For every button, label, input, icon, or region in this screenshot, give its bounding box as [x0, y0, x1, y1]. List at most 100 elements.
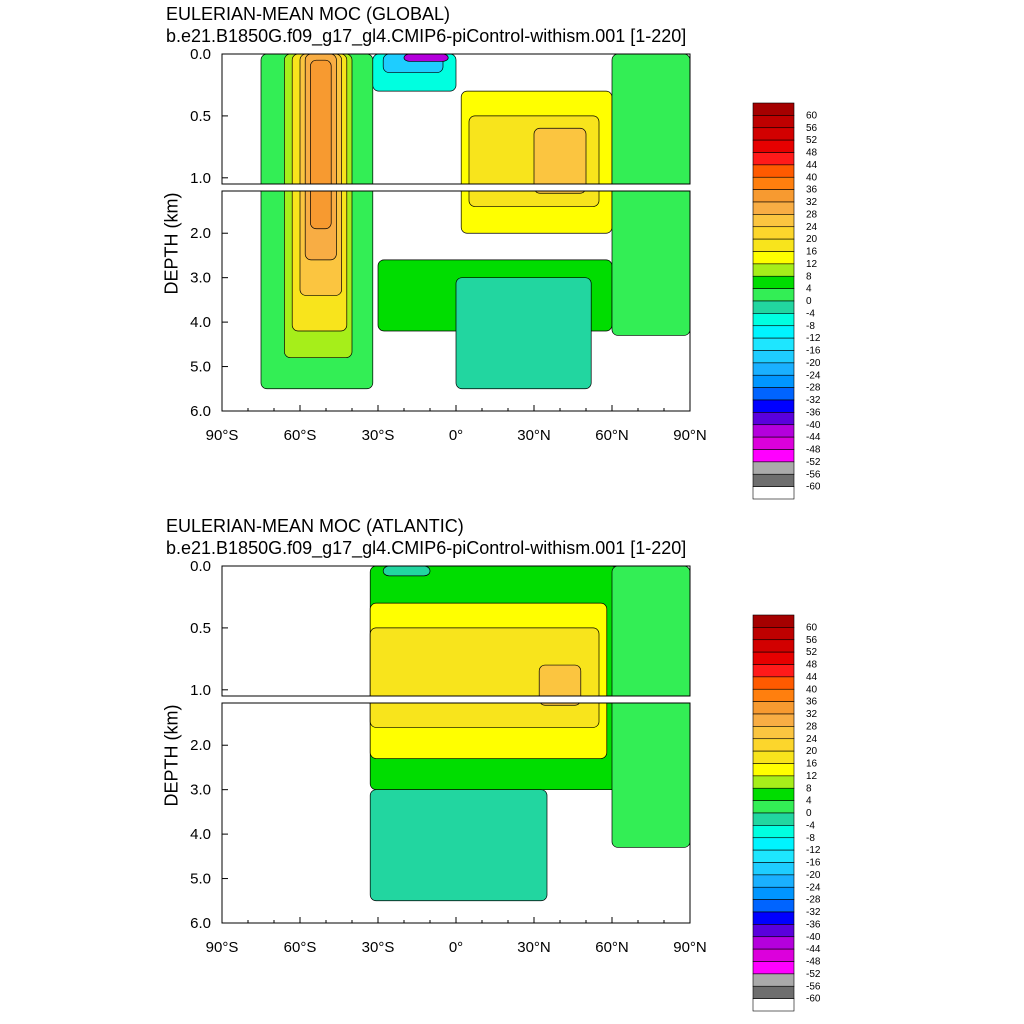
global-colorbar-swatch — [752, 473, 795, 487]
global-colorbar-label: -28 — [806, 383, 821, 394]
atlantic-colorbar-swatch — [752, 639, 795, 653]
global-colorbar-swatch — [752, 313, 795, 327]
atlantic-colorbar-label: 36 — [806, 697, 818, 708]
global-colorbar-label: -60 — [806, 482, 821, 493]
global-title: EULERIAN-MEAN MOC (GLOBAL) — [166, 4, 451, 24]
atlantic-y-tick-label: 1.0 — [190, 682, 211, 699]
global-colorbar-label: 32 — [806, 197, 818, 208]
atlantic-moc-region-3-t — [538, 664, 582, 696]
global-colorbar-label: -12 — [806, 333, 821, 344]
global-x-tick-label: 90°S — [206, 427, 239, 444]
global-colorbar-label: 16 — [806, 247, 818, 258]
atlantic-colorbar-label: -28 — [806, 895, 821, 906]
global-moc-region-13-b — [455, 277, 592, 390]
global-colorbar-label: -40 — [806, 420, 821, 431]
global-colorbar-label: 20 — [806, 234, 818, 245]
global-colorbar-label: -36 — [806, 407, 821, 418]
atlantic-colorbar-swatch — [752, 924, 795, 938]
atlantic-colorbar-label: 40 — [806, 684, 818, 695]
atlantic-moc-region-5-b — [369, 789, 548, 902]
global-x-tick-label: 60°N — [595, 427, 629, 444]
atlantic-colorbar-swatch — [752, 627, 795, 641]
atlantic-colorbar-swatch — [752, 911, 795, 925]
global-colorbar-label: 60 — [806, 110, 818, 121]
global-y-tick-label: 6.0 — [190, 403, 211, 420]
global-colorbar-label: -56 — [806, 469, 821, 480]
global-colorbar-label: 56 — [806, 123, 818, 134]
global-colorbar-label: -32 — [806, 395, 821, 406]
global-x-tick-label: 60°S — [284, 427, 317, 444]
global-colorbar-label: 8 — [806, 271, 812, 282]
atlantic-moc-region-4-t — [382, 566, 431, 577]
global-colorbar-swatch — [752, 127, 795, 141]
global-x-tick-label: 0° — [449, 427, 463, 444]
global-moc-region-11-t — [533, 127, 587, 184]
atlantic-colorbar-swatch — [752, 676, 795, 690]
global-colorbar-swatch — [752, 387, 795, 401]
atlantic-x-tick-label: 0° — [449, 939, 463, 956]
atlantic-colorbar-label: -44 — [806, 944, 821, 955]
atlantic-subtitle: b.e21.B1850G.f09_g17_gl4.CMIP6-piControl… — [166, 538, 687, 558]
global-colorbar-label: -44 — [806, 432, 821, 443]
atlantic-colorbar-label: -32 — [806, 907, 821, 918]
atlantic-colorbar-swatch — [752, 862, 795, 876]
global-colorbar-label: -8 — [806, 321, 815, 332]
global-colorbar-swatch — [752, 251, 795, 265]
atlantic-colorbar-swatch — [752, 800, 795, 814]
atlantic-colorbar-label: 16 — [806, 759, 818, 770]
atlantic-moc-region-6-b — [611, 703, 690, 848]
atlantic-colorbar-swatch — [752, 998, 795, 1012]
global-colorbar-label: 36 — [806, 185, 818, 196]
atlantic-colorbar-label: 60 — [806, 622, 818, 633]
atlantic-colorbar-swatch — [752, 899, 795, 913]
atlantic-x-tick-label: 90°S — [206, 939, 239, 956]
atlantic-colorbar-swatch — [752, 688, 795, 702]
atlantic-colorbar-swatch — [752, 738, 795, 752]
global-moc-region-14-t — [611, 54, 690, 184]
global-colorbar-swatch — [752, 275, 795, 289]
global-colorbar-label: -20 — [806, 358, 821, 369]
global-colorbar-swatch — [752, 288, 795, 302]
global-y-tick-label: 4.0 — [190, 314, 211, 331]
global-colorbar-swatch — [752, 300, 795, 314]
atlantic-colorbar-label: 32 — [806, 709, 818, 720]
atlantic-colorbar-label: -20 — [806, 870, 821, 881]
atlantic-colorbar-swatch — [752, 713, 795, 727]
global-moc-chart: 90°S 60°S 30°S 0° 30°N 60°N 90°N 0.0 0.5 1.0 2.0 3.… — [190, 46, 821, 500]
global-colorbar-swatch — [752, 201, 795, 215]
global-x-tick-label: 90°N — [673, 427, 707, 444]
atlantic-y-tick-label: 3.0 — [190, 782, 211, 799]
atlantic-colorbar-swatch — [752, 812, 795, 826]
global-colorbar-label: 40 — [806, 172, 818, 183]
atlantic-title: EULERIAN-MEAN MOC (ATLANTIC) — [166, 516, 464, 536]
atlantic-colorbar-swatch — [752, 849, 795, 863]
atlantic-colorbar-label: 20 — [806, 746, 818, 757]
global-colorbar-swatch — [752, 226, 795, 240]
atlantic-colorbar-swatch — [752, 775, 795, 789]
global-subtitle: b.e21.B1850G.f09_g17_gl4.CMIP6-piControl… — [166, 26, 687, 46]
atlantic-y-tick-label: 5.0 — [190, 871, 211, 888]
atlantic-colorbar-swatch — [752, 961, 795, 975]
atlantic-colorbar-swatch — [752, 874, 795, 888]
global-colorbar-swatch — [752, 238, 795, 252]
global-y-tick-label: 0.5 — [190, 108, 211, 125]
atlantic-colorbar-label: -56 — [806, 981, 821, 992]
atlantic-colorbar-swatch — [752, 651, 795, 665]
global-moc-region-10-b — [468, 191, 600, 207]
global-y-tick-label: 1.0 — [190, 170, 211, 187]
global-colorbar-label: 12 — [806, 259, 818, 270]
atlantic-colorbar-label: 4 — [806, 796, 812, 807]
atlantic-colorbar-label: -16 — [806, 858, 821, 869]
atlantic-colorbar-swatch — [752, 837, 795, 851]
atlantic-colorbar-swatch — [752, 750, 795, 764]
global-colorbar-swatch — [752, 424, 795, 438]
global-moc-region-8-t — [403, 54, 449, 62]
atlantic-colorbar-label: 24 — [806, 734, 818, 745]
atlantic-colorbar-label: -48 — [806, 957, 821, 968]
global-colorbar-swatch — [752, 337, 795, 351]
global-x-tick-label: 30°S — [362, 427, 395, 444]
atlantic-x-tick-label: 90°N — [673, 939, 707, 956]
atlantic-colorbar-swatch — [752, 973, 795, 987]
global-colorbar-label: -52 — [806, 457, 821, 468]
global-colorbar-swatch — [752, 325, 795, 339]
